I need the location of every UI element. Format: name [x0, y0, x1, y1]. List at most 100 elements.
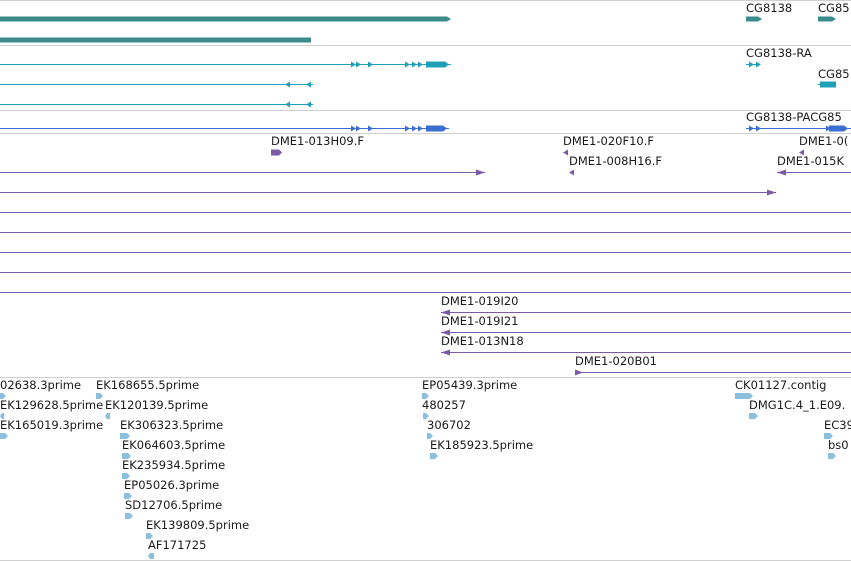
est-mark[interactable]: [427, 433, 433, 439]
transcript-label[interactable]: CG85: [818, 67, 850, 81]
clone-end-arrow: [767, 189, 776, 196]
est-mark[interactable]: [735, 393, 753, 399]
transcript-strand-arrow: [351, 61, 356, 68]
est-label[interactable]: AF171725: [148, 538, 206, 552]
est-label[interactable]: EK235934.5prime: [122, 458, 225, 472]
gene-bar[interactable]: [818, 16, 836, 22]
protein-track[interactable]: CG8138-PACG85: [0, 110, 851, 132]
est-label[interactable]: EK139809.5prime: [146, 518, 249, 532]
protein-block[interactable]: [829, 125, 848, 132]
transcript-strand-arrow: [356, 61, 361, 68]
transcript-track[interactable]: CG8138-RA CG85: [0, 46, 850, 108]
clone-label[interactable]: DME1-020F10.F: [563, 134, 654, 148]
est-label[interactable]: 02638.3prime: [0, 378, 81, 392]
clone-label[interactable]: DME1-008H16.F: [569, 154, 662, 168]
est-label[interactable]: EK306323.5prime: [120, 418, 223, 432]
est-label[interactable]: 306702: [427, 418, 471, 432]
est-mark[interactable]: [0, 413, 4, 419]
est-mark[interactable]: [122, 453, 131, 459]
clone-end-arrow: [441, 329, 450, 336]
clone-end-arrow: [441, 349, 450, 356]
est-label[interactable]: EK120139.5prime: [105, 398, 208, 412]
est-mark[interactable]: [824, 433, 833, 439]
clone-label[interactable]: DME1-019I21: [441, 314, 519, 328]
protein-strand-arrow: [749, 125, 754, 132]
protein-strand-arrow: [351, 125, 356, 132]
clone-label[interactable]: DME1-013N18: [441, 334, 524, 348]
est-mark[interactable]: [828, 453, 836, 459]
transcript-label[interactable]: CG8138-RA: [746, 46, 812, 60]
est-mark[interactable]: [430, 453, 438, 459]
transcript-exon-block[interactable]: [820, 81, 836, 88]
est-mark[interactable]: [105, 413, 110, 419]
transcript-strand-arrow: [749, 61, 754, 68]
est-label[interactable]: EK064603.5prime: [122, 438, 225, 452]
est-mark[interactable]: [148, 553, 154, 559]
clone-block[interactable]: [271, 149, 282, 156]
est-label[interactable]: EC39: [824, 418, 851, 432]
gene-bar[interactable]: [0, 16, 451, 22]
est-mark[interactable]: [749, 413, 758, 419]
est-label[interactable]: EP05439.3prime: [422, 378, 517, 392]
gene-bar[interactable]: [746, 16, 762, 22]
transcript-strand-arrow: [412, 61, 417, 68]
est-label[interactable]: EK165019.3prime: [0, 418, 103, 432]
est-mark[interactable]: [423, 413, 429, 419]
clone-end-arrow: [777, 169, 786, 176]
est-label[interactable]: DMG1C.4_1.E09.: [749, 398, 845, 412]
est-mark[interactable]: [146, 533, 153, 539]
protein-strand-arrow: [412, 125, 417, 132]
protein-strand-arrow: [826, 125, 831, 132]
est-mark[interactable]: [125, 513, 133, 519]
protein-strand-arrow: [368, 125, 373, 132]
transcript-strand-arrow: [306, 81, 311, 88]
clone-end-arrow: [575, 369, 583, 376]
clone-tip: [569, 169, 574, 176]
clone-label[interactable]: DME1-0(: [799, 134, 848, 148]
est-mark[interactable]: [0, 433, 8, 439]
est-mark[interactable]: [422, 393, 429, 399]
est-mark[interactable]: [120, 433, 130, 439]
clone-track[interactable]: DME1-013H09.F DME1-020F10.F DME1-0( DME1-00…: [0, 134, 851, 376]
clone-label[interactable]: DME1-015K: [777, 154, 844, 168]
protein-strand-arrow: [356, 125, 361, 132]
transcript-strand-arrow: [285, 101, 290, 108]
est-track[interactable]: 02638.3prime EK168655.5prime EP05439.3prim…: [0, 378, 851, 559]
clone-label[interactable]: DME1-020B01: [575, 354, 657, 368]
clone-label[interactable]: DME1-013H09.F: [271, 134, 364, 148]
clone-end-arrow: [476, 169, 485, 176]
protein-strand-arrow: [418, 125, 423, 132]
gene-label[interactable]: CG8138: [746, 1, 792, 15]
est-mark[interactable]: [0, 393, 6, 399]
transcript-strand-arrow: [285, 81, 290, 88]
transcript-strand-arrow: [368, 61, 373, 68]
est-mark[interactable]: [96, 393, 103, 399]
est-label[interactable]: 480257: [422, 398, 466, 412]
est-label[interactable]: EP05026.3prime: [124, 478, 219, 492]
est-label[interactable]: EK129628.5prime: [0, 398, 103, 412]
est-label[interactable]: EK185923.5prime: [430, 438, 533, 452]
gene-track[interactable]: CG8138 CG85: [0, 1, 850, 43]
est-label[interactable]: EK168655.5prime: [96, 378, 199, 392]
est-label[interactable]: CK01127.contig: [735, 378, 826, 392]
transcript-strand-arrow: [306, 101, 311, 108]
clone-end-arrow: [441, 309, 450, 316]
est-label[interactable]: bs0: [828, 438, 849, 452]
clone-tip: [563, 149, 568, 156]
gene-label[interactable]: CG85: [818, 1, 850, 15]
protein-label[interactable]: CG8138-PACG85: [746, 110, 842, 124]
protein-strand-arrow: [756, 125, 761, 132]
transcript-strand-arrow: [418, 61, 423, 68]
transcript-exon-block[interactable]: [426, 61, 449, 68]
clone-label[interactable]: DME1-019I20: [441, 294, 519, 308]
protein-strand-arrow: [405, 125, 410, 132]
protein-block[interactable]: [426, 125, 447, 132]
transcript-strand-arrow: [405, 61, 410, 68]
est-mark[interactable]: [122, 473, 130, 479]
est-label[interactable]: SD12706.5prime: [125, 498, 222, 512]
clone-tip: [799, 149, 804, 156]
est-mark[interactable]: [124, 493, 132, 499]
gene-bar[interactable]: [0, 37, 311, 43]
